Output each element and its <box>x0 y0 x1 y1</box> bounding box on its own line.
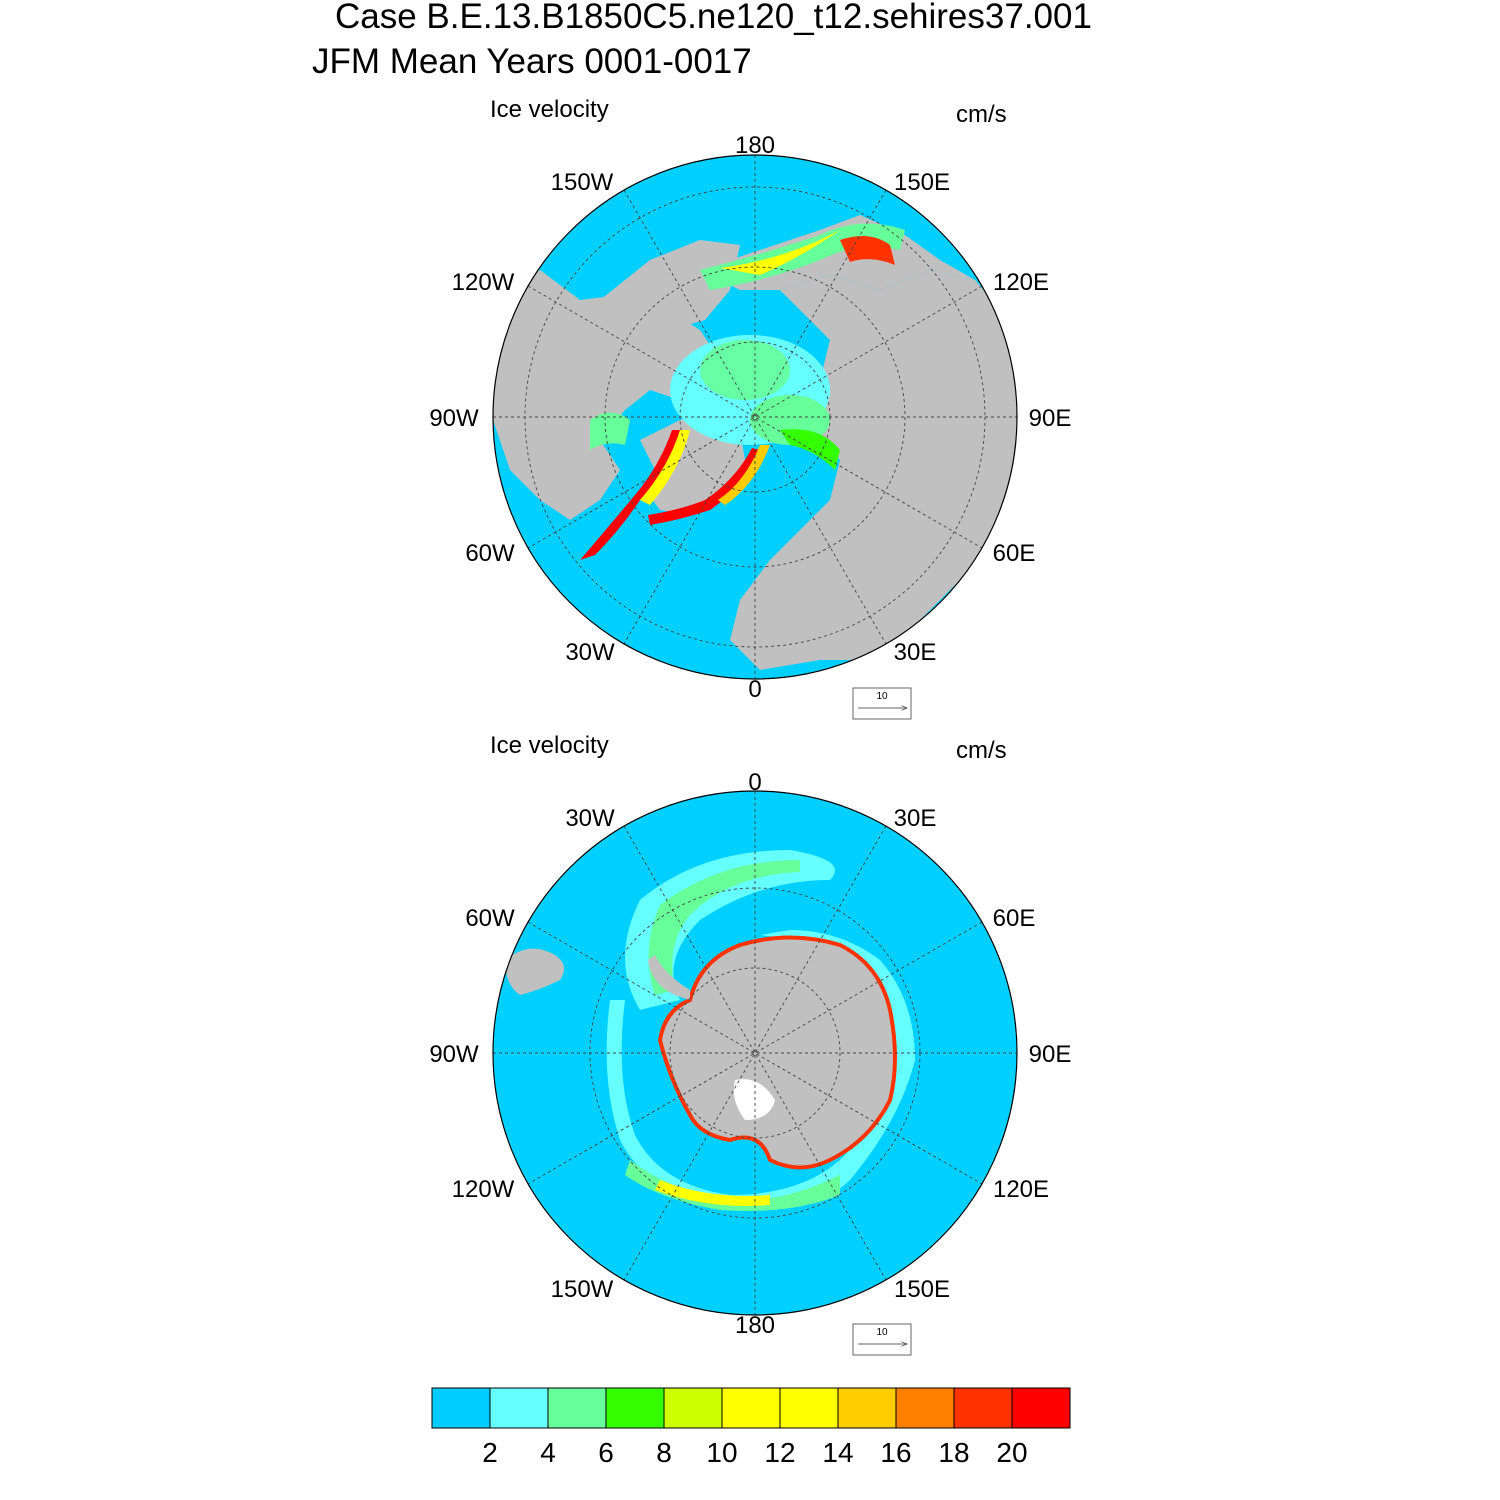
north-lon-label-180: 180 <box>735 132 775 159</box>
north-reference-vector-label: 10 <box>876 691 888 702</box>
north-variable-label: Ice velocity <box>490 96 609 123</box>
colorbar-tick-label: 4 <box>540 1437 556 1468</box>
colorbar-swatch <box>663 1387 723 1429</box>
south-map-area <box>493 791 1017 1315</box>
north-map-border <box>492 154 1018 680</box>
north-lon-label-120e: 120E <box>993 269 1049 296</box>
colorbar: 2 4 6 8 10 12 14 16 18 20 <box>431 1387 1071 1468</box>
north-lon-label-90e: 90E <box>1029 405 1072 432</box>
south-longitude-labels: 0 30W 30E 60W 60E 90W 90E 120W 120E 150W… <box>429 769 1071 1339</box>
north-lon-label-30w: 30W <box>565 639 615 666</box>
south-reference-vector: 10 <box>852 1323 912 1356</box>
colorbar-tick-label: 16 <box>880 1437 911 1468</box>
colorbar-swatch <box>779 1387 839 1429</box>
north-graticule <box>493 155 1017 679</box>
colorbar-swatch <box>1011 1387 1071 1429</box>
south-lon-label-180: 180 <box>735 1312 775 1339</box>
colorbar-tick-label: 10 <box>706 1437 737 1468</box>
colorbar-tick-label: 20 <box>996 1437 1027 1468</box>
colorbar-swatch <box>953 1387 1013 1429</box>
south-ice-velocity-field <box>606 850 915 1211</box>
south-graticule <box>493 791 1017 1315</box>
south-lon-label-60e: 60E <box>993 905 1036 932</box>
south-land-ice-shelf-ross <box>733 1079 775 1120</box>
north-lon-label-60w: 60W <box>465 540 515 567</box>
north-lon-label-30e: 30E <box>894 639 937 666</box>
colorbar-swatch <box>721 1387 781 1429</box>
colorbar-tick-label: 18 <box>938 1437 969 1468</box>
colorbar-swatch <box>547 1387 607 1429</box>
title-line-2: JFM Mean Years 0001-0017 <box>312 42 752 81</box>
north-lon-label-90w: 90W <box>429 405 479 432</box>
north-lon-label-0: 0 <box>748 676 761 703</box>
south-lon-label-150w: 150W <box>551 1276 614 1303</box>
north-land-eurasia <box>730 270 1017 670</box>
south-lon-label-30e: 30E <box>894 805 937 832</box>
south-lon-label-0: 0 <box>748 769 761 796</box>
south-units-label: cm/s <box>956 737 1007 764</box>
south-lon-label-90w: 90W <box>429 1041 479 1068</box>
south-land-south-america <box>505 948 564 995</box>
colorbar-swatch <box>895 1387 955 1429</box>
north-lon-label-150e: 150E <box>894 169 950 196</box>
north-lon-label-120w: 120W <box>452 269 515 296</box>
south-polar-panel: Ice velocity cm/s <box>429 732 1071 1356</box>
south-reference-vector-label: 10 <box>876 1327 888 1338</box>
south-map-border <box>492 790 1018 1316</box>
colorbar-tick-label: 12 <box>764 1437 795 1468</box>
south-land-antarctic-peninsula <box>648 955 690 1000</box>
south-land-antarctica <box>657 935 897 1170</box>
north-longitude-labels: 180 150W 150E 120W 120E 90W 90E 60W 60E … <box>429 132 1071 703</box>
colorbar-tick-label: 6 <box>598 1437 614 1468</box>
colorbar-swatch <box>605 1387 665 1429</box>
north-reference-vector: 10 <box>852 687 912 720</box>
north-land-canada-arctic <box>600 240 740 330</box>
colorbar-swatch <box>489 1387 549 1429</box>
south-lon-label-30w: 30W <box>565 805 615 832</box>
south-lon-label-90e: 90E <box>1029 1041 1072 1068</box>
colorbar-swatch <box>837 1387 897 1429</box>
colorbar-tick-label: 2 <box>482 1437 498 1468</box>
south-lon-label-150e: 150E <box>894 1276 950 1303</box>
north-map-area <box>493 155 1017 679</box>
colorbar-tick-label: 14 <box>822 1437 853 1468</box>
north-lon-label-60e: 60E <box>993 540 1036 567</box>
colorbar-tick-label: 8 <box>656 1437 672 1468</box>
south-lon-label-120w: 120W <box>452 1176 515 1203</box>
north-polar-panel: Ice velocity cm/s <box>429 96 1071 720</box>
south-variable-label: Ice velocity <box>490 732 609 759</box>
south-lon-label-60w: 60W <box>465 905 515 932</box>
south-lon-label-120e: 120E <box>993 1176 1049 1203</box>
colorbar-swatch <box>431 1387 491 1429</box>
north-lon-label-150w: 150W <box>551 169 614 196</box>
north-ice-velocity-field <box>580 223 905 560</box>
north-units-label: cm/s <box>956 101 1007 128</box>
title-line-1: Case B.E.13.B1850C5.ne120_t12.sehires37.… <box>335 0 1092 36</box>
